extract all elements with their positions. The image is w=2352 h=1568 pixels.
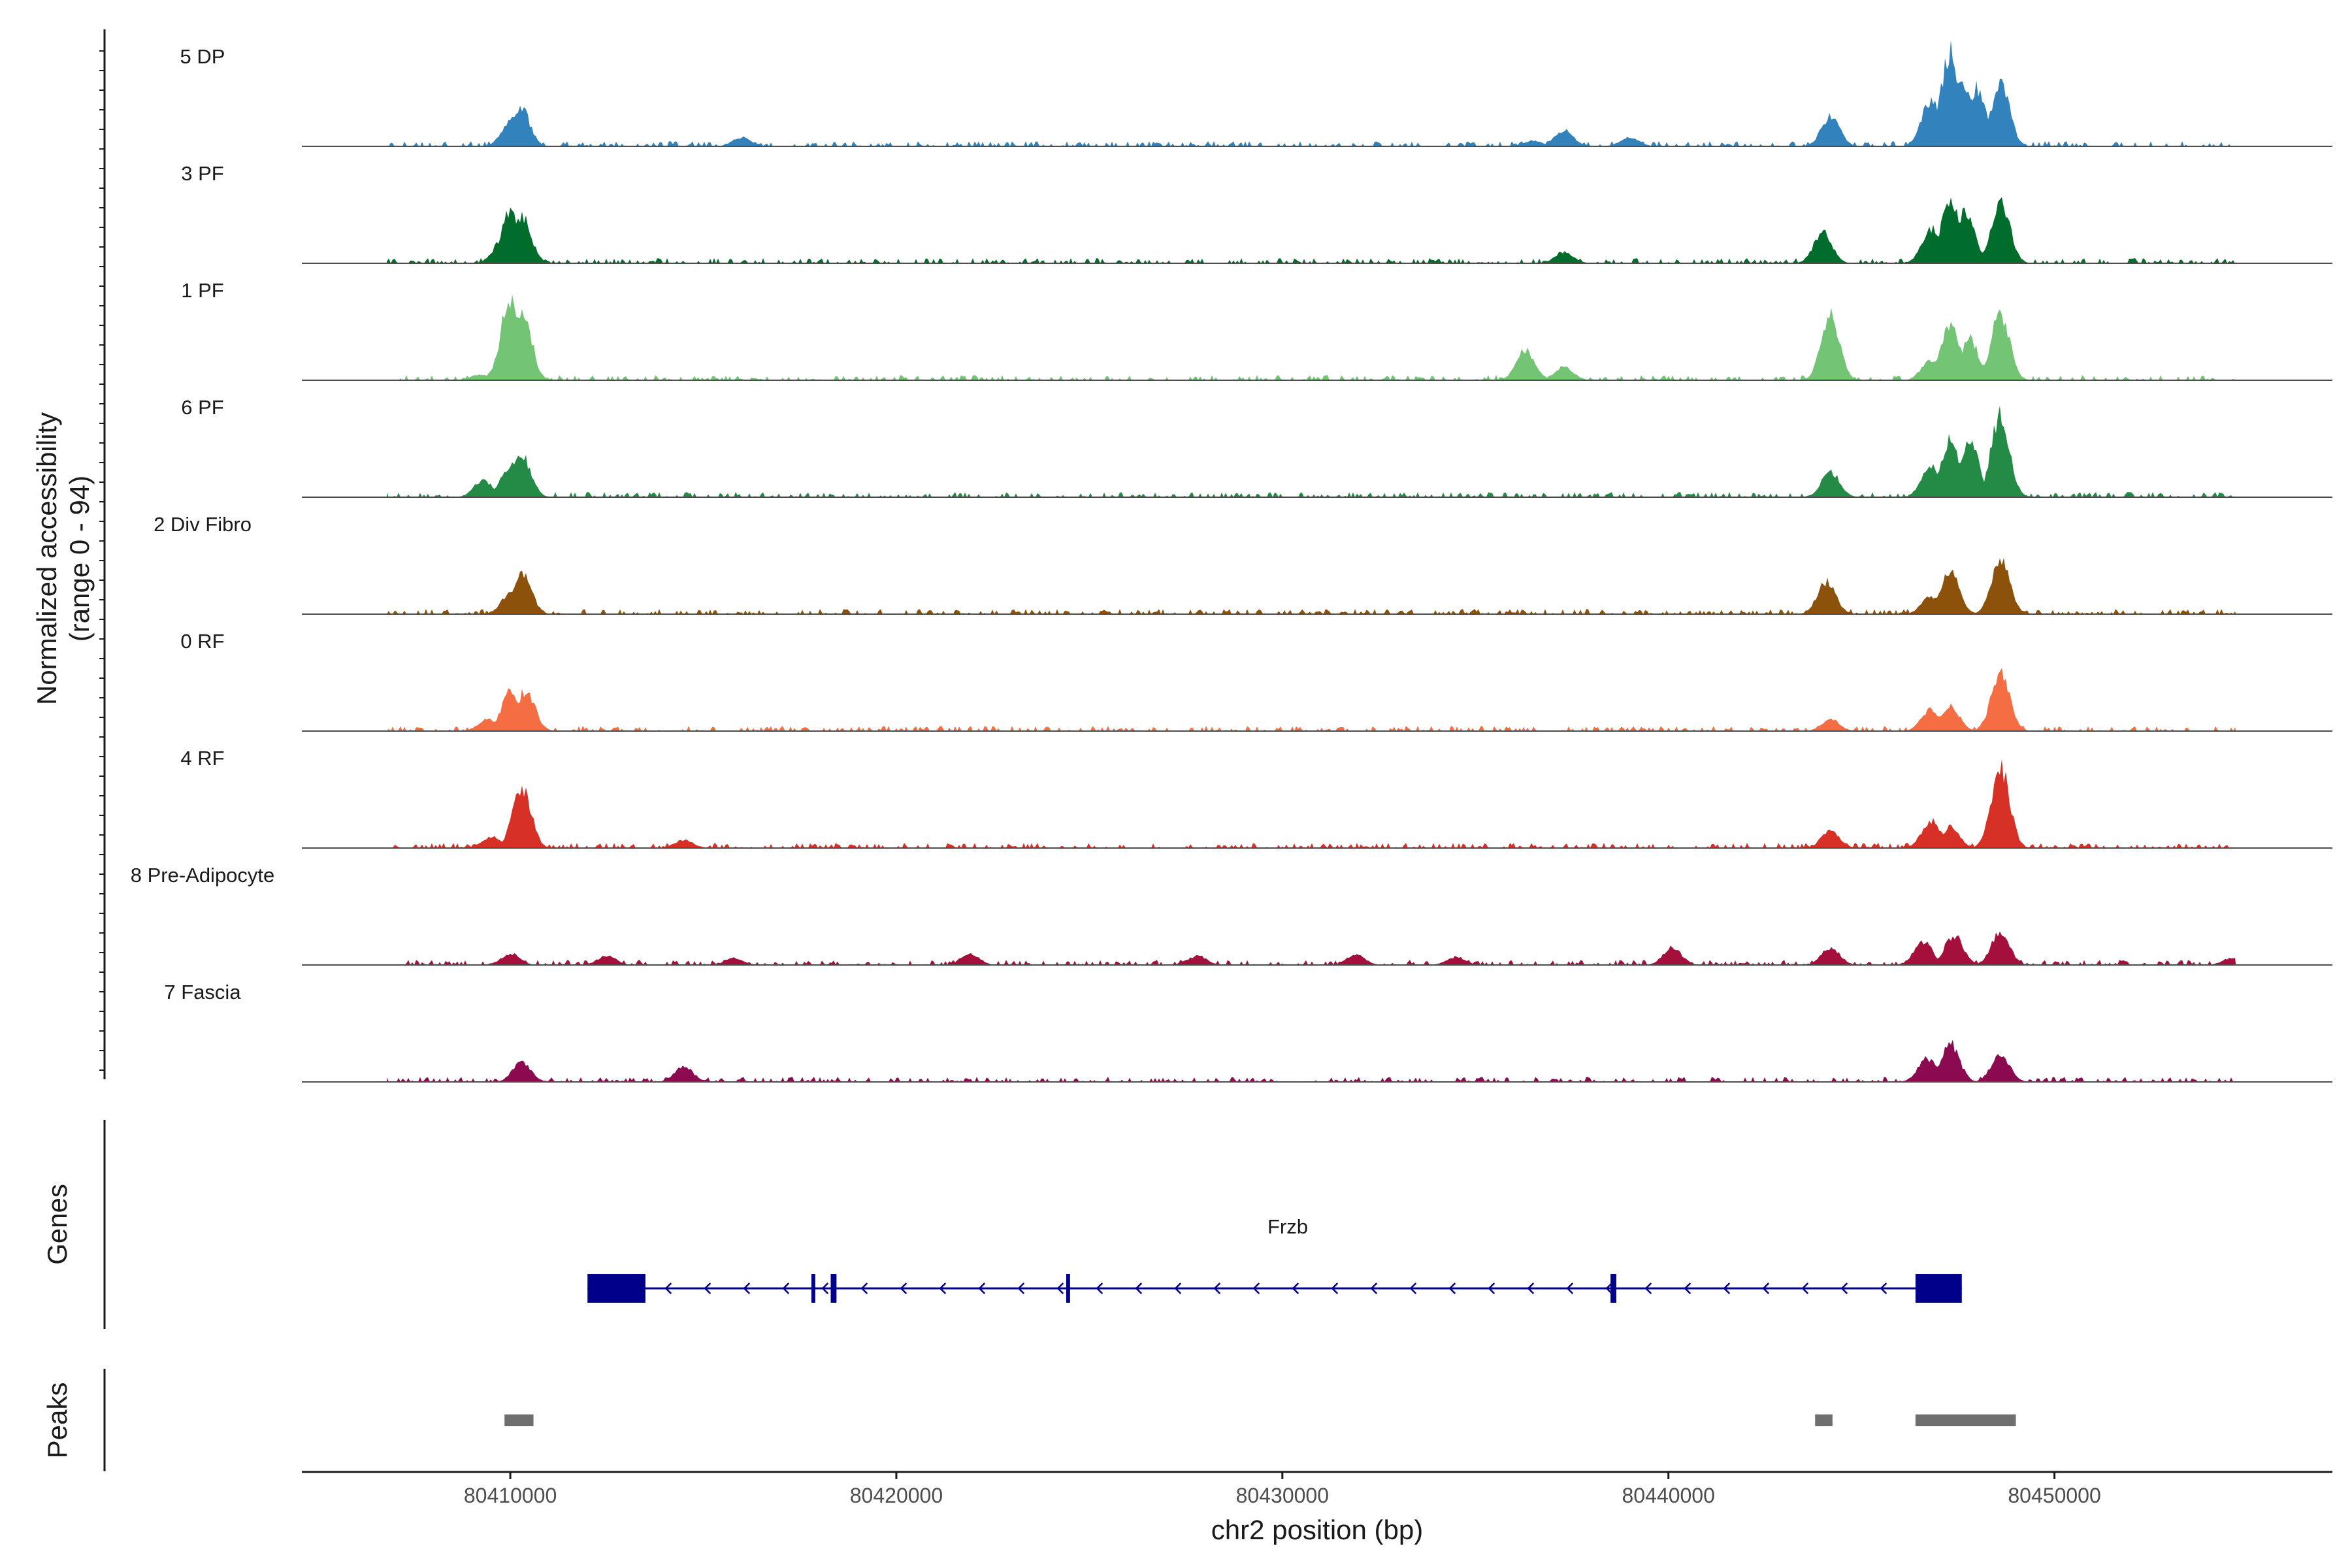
strand-arrow <box>1135 1282 1143 1294</box>
coverage-track: 3 PF <box>181 162 2332 264</box>
track-label: 2 Div Fibro <box>154 513 252 536</box>
strand-arrow <box>1723 1282 1731 1294</box>
coverage-track: 2 Div Fibro <box>154 513 2332 615</box>
x-tick-label: 80410000 <box>464 1484 557 1507</box>
coverage-area <box>387 197 2236 263</box>
track-label: 5 DP <box>180 45 225 68</box>
strand-arrow <box>1566 1282 1574 1294</box>
strand-arrow <box>704 1282 711 1294</box>
strand-arrow <box>1370 1282 1378 1294</box>
strand-arrow <box>782 1282 790 1294</box>
x-tick-label: 80420000 <box>850 1484 943 1507</box>
coverage-track: 8 Pre-Adipocyte <box>131 864 2332 966</box>
track-label: 7 Fascia <box>164 981 241 1004</box>
track-label: 4 RF <box>180 747 224 770</box>
track-label: 1 PF <box>181 279 223 302</box>
strand-arrow <box>1880 1282 1887 1294</box>
x-tick-label: 80450000 <box>2008 1484 2100 1507</box>
coverage-area <box>387 294 2236 380</box>
strand-arrow <box>900 1282 907 1294</box>
strand-arrow <box>664 1282 672 1294</box>
coverage-track: 6 PF <box>181 396 2332 498</box>
strand-arrow <box>743 1282 751 1294</box>
x-tick-label: 80440000 <box>1622 1484 1715 1507</box>
x-axis-title: chr2 position (bp) <box>1211 1514 1424 1545</box>
strand-arrow <box>939 1282 947 1294</box>
coverage-track: 4 RF <box>180 747 2332 849</box>
peaks-track-title: Peaks <box>42 1382 73 1459</box>
y-axis-title-line2: (range 0 - 94) <box>64 476 95 642</box>
peak-region <box>504 1414 534 1426</box>
gene-annotation-track: Frzb <box>587 1215 1962 1303</box>
coverage-area <box>387 931 2236 965</box>
strand-arrow <box>1762 1282 1770 1294</box>
track-label: 6 PF <box>181 396 223 419</box>
strand-arrow <box>1252 1282 1260 1294</box>
peak-regions-track <box>504 1414 2016 1426</box>
strand-arrow <box>1644 1282 1652 1294</box>
gene-exon <box>811 1274 815 1303</box>
peak-region <box>1815 1414 1833 1426</box>
track-label: 8 Pre-Adipocyte <box>131 864 275 887</box>
coverage-track: 0 RF <box>180 630 2332 732</box>
genes-track-title: Genes <box>42 1184 73 1265</box>
coverage-area <box>387 668 2236 731</box>
strand-arrow <box>1096 1282 1103 1294</box>
coverage-area <box>387 406 2236 497</box>
coverage-tracks: 5 DP 3 PF 1 PF 6 PF 2 Div Fibro 0 RF 4 RF 8 Pre… <box>131 40 2332 1083</box>
strand-arrow <box>1527 1282 1535 1294</box>
strand-arrow <box>1056 1282 1064 1294</box>
strand-arrow <box>1488 1282 1495 1294</box>
strand-arrow <box>1840 1282 1848 1294</box>
peak-region <box>1915 1414 2016 1426</box>
coverage-area <box>387 558 2236 614</box>
gene-exon <box>1915 1274 1962 1303</box>
coverage-area <box>387 759 2236 848</box>
strand-arrow <box>1448 1282 1456 1294</box>
y-axis-title-line1: Normalized accessibility <box>31 412 62 705</box>
gene-exon <box>1066 1274 1070 1303</box>
coverage-track: 7 Fascia <box>164 981 2332 1083</box>
x-axis: 80410000 80420000 80430000 80440000 80450000 <box>464 1472 2101 1507</box>
gene-exon <box>830 1274 837 1303</box>
strand-arrow <box>978 1282 986 1294</box>
coverage-track: 1 PF <box>181 279 2332 381</box>
strand-arrow <box>1409 1282 1417 1294</box>
strand-arrow <box>1605 1282 1613 1294</box>
strand-arrow <box>1174 1282 1182 1294</box>
strand-arrow <box>821 1282 829 1294</box>
strand-arrow <box>1213 1282 1221 1294</box>
coverage-y-axis-ticks <box>99 50 105 1071</box>
strand-arrow <box>1292 1282 1299 1294</box>
gene-exon <box>587 1274 645 1303</box>
gene-exon <box>1610 1274 1616 1303</box>
coverage-area <box>387 40 2236 146</box>
strand-arrow <box>1801 1282 1809 1294</box>
strand-arrow <box>1684 1282 1691 1294</box>
gene-name: Frzb <box>1267 1215 1308 1238</box>
x-tick-label: 80430000 <box>1236 1484 1329 1507</box>
coverage-area <box>387 1039 2236 1082</box>
coverage-track: 5 DP <box>180 40 2332 147</box>
strand-arrow <box>1017 1282 1025 1294</box>
track-label: 0 RF <box>180 630 224 653</box>
track-label: 3 PF <box>181 162 223 185</box>
strand-arrow <box>860 1282 868 1294</box>
strand-arrow <box>1331 1282 1339 1294</box>
